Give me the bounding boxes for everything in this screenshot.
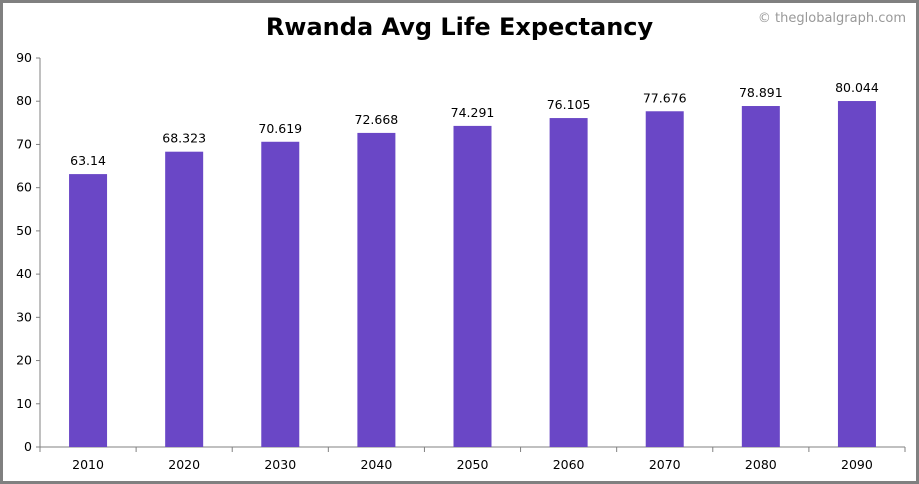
- bar: [549, 118, 588, 447]
- chart-title: Rwanda Avg Life Expectancy: [265, 13, 654, 41]
- x-tick-label: 2060: [553, 457, 585, 472]
- bar: [837, 101, 876, 447]
- data-label: 70.619: [258, 121, 302, 136]
- data-label: 68.323: [162, 131, 206, 146]
- data-label: 77.676: [643, 90, 687, 105]
- bar: [165, 151, 204, 447]
- x-tick-label: 2030: [264, 457, 296, 472]
- data-label: 74.291: [451, 105, 495, 120]
- y-tick-label: 70: [16, 136, 32, 151]
- bar: [741, 106, 780, 447]
- bar-chart: 010203040506070809063.14201068.323202070…: [16, 50, 906, 472]
- x-tick-label: 2010: [72, 457, 104, 472]
- bar: [357, 132, 396, 447]
- x-tick-label: 2090: [841, 457, 873, 472]
- data-label: 80.044: [835, 80, 879, 95]
- y-tick-label: 80: [16, 93, 32, 108]
- credit-text: © theglobalgraph.com: [757, 11, 906, 26]
- data-label: 78.891: [739, 85, 783, 100]
- x-tick-label: 2080: [745, 457, 777, 472]
- y-tick-label: 30: [16, 309, 32, 324]
- data-label: 72.668: [355, 112, 399, 127]
- y-tick-label: 90: [16, 50, 32, 65]
- x-tick-label: 2020: [168, 457, 200, 472]
- data-label: 76.105: [547, 97, 591, 112]
- bar: [645, 111, 684, 448]
- y-tick-label: 40: [16, 266, 32, 281]
- y-tick-label: 20: [16, 353, 32, 368]
- x-tick-label: 2050: [457, 457, 489, 472]
- y-tick-label: 0: [24, 439, 32, 454]
- bar: [453, 125, 492, 447]
- y-tick-label: 50: [16, 223, 32, 238]
- bar: [69, 174, 108, 447]
- data-label: 63.14: [70, 153, 106, 168]
- bar: [261, 141, 300, 447]
- x-tick-label: 2070: [649, 457, 681, 472]
- y-tick-label: 60: [16, 180, 32, 195]
- x-tick-label: 2040: [360, 457, 392, 472]
- y-tick-label: 10: [16, 396, 32, 411]
